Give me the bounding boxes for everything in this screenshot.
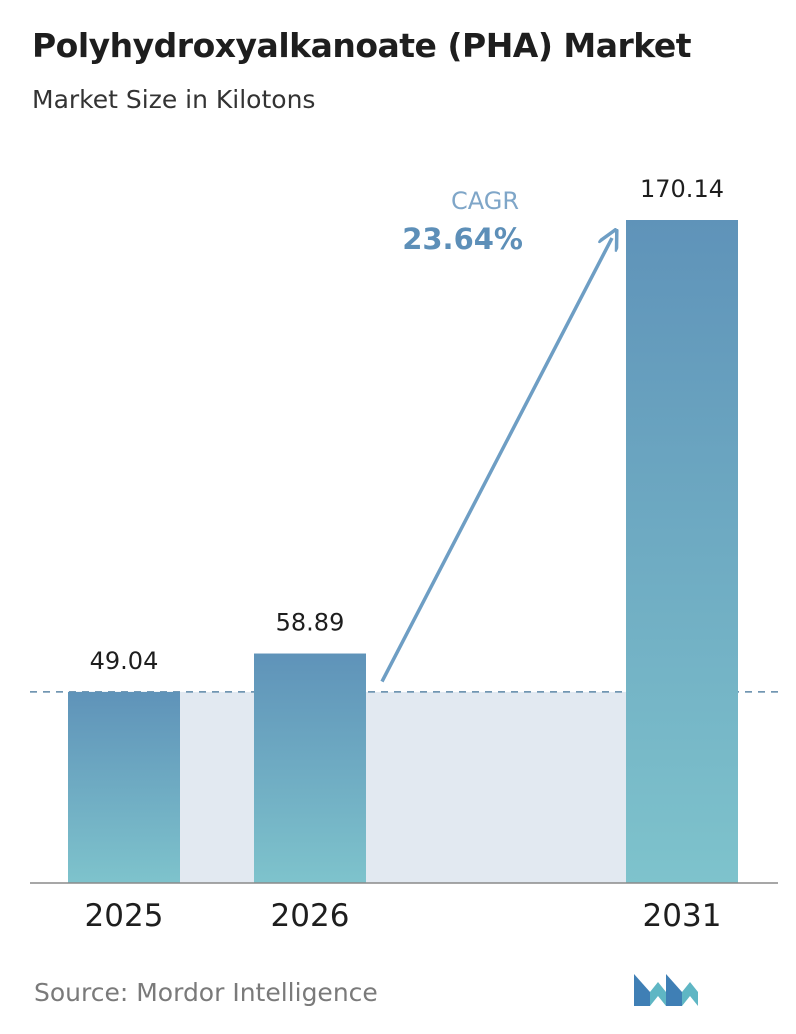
bar-2025	[68, 691, 180, 883]
labels: 49.04 2025 58.89 2026 170.14 2031	[85, 175, 724, 934]
chart-subtitle: Market Size in Kilotons	[32, 85, 316, 114]
bar-2031	[626, 220, 738, 883]
value-label-2031: 170.14	[640, 175, 724, 203]
value-label-2026: 58.89	[276, 609, 345, 637]
chart-title: Polyhydroxyalkanoate (PHA) Market	[32, 26, 692, 65]
x-tick-label-2025: 2025	[85, 898, 164, 934]
source-text: Source: Mordor Intelligence	[34, 978, 378, 1007]
x-tick-label-2026: 2026	[271, 898, 350, 934]
cagr-label: CAGR	[451, 187, 519, 215]
bars	[68, 220, 738, 883]
x-tick-label-2031: 2031	[643, 898, 722, 934]
cagr-arrow	[380, 238, 612, 683]
mordor-intelligence-logo-icon	[634, 974, 698, 1006]
bar-2026	[254, 653, 366, 883]
cagr-value: 23.64%	[402, 222, 523, 256]
value-label-2025: 49.04	[90, 647, 159, 675]
